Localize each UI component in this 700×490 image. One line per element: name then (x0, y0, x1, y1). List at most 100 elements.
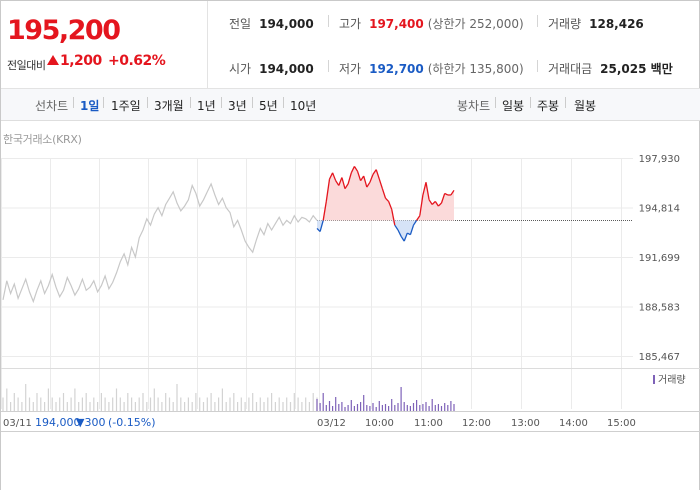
today-line-segment (391, 209, 396, 226)
today-line-segment (419, 194, 424, 216)
today-down-area (317, 220, 454, 242)
divider (147, 97, 148, 108)
stat-low: 저가 192,700 (하한가 135,800) (339, 60, 524, 77)
x-tick-label: 03/12 (317, 418, 346, 429)
today-line-segment (347, 172, 352, 185)
divider (328, 60, 329, 72)
tab-1week[interactable]: 1주일 (111, 99, 141, 113)
prev-date-label: 03/11 (3, 418, 32, 429)
divider (565, 97, 566, 108)
x-tick-label: 11:00 (414, 418, 443, 429)
divider (328, 15, 329, 27)
prev-change-rate: (-0.15%) (108, 416, 156, 429)
today-line-segment (375, 169, 380, 180)
prev-close-value: 194,000 (259, 17, 314, 31)
stat-amount: 거래대금 25,025 백만 (548, 60, 673, 77)
current-price: 195,200 (7, 15, 121, 46)
tab-10year[interactable]: 10년 (290, 99, 317, 113)
up-triangle-icon (47, 55, 59, 65)
volume-value: 128,426 (589, 17, 644, 31)
today-line-segment (325, 179, 331, 202)
divider (73, 97, 74, 108)
tab-3year[interactable]: 3년 (228, 99, 247, 113)
divider (537, 60, 538, 72)
stat-high: 고가 197,400 (상한가 252,000) (339, 15, 524, 32)
x-tick-label: 15:00 (607, 418, 636, 429)
tab-1day[interactable]: 1일 (80, 99, 100, 113)
volume-label: 거래량 (548, 17, 582, 31)
price-summary: 195,200 전일대비 1,200 +0.62% (1, 1, 208, 89)
today-line-segment (378, 178, 384, 189)
today-line-segment (341, 177, 346, 189)
today-line-segment (331, 172, 337, 181)
data-source: 한국거래소(KRX) (3, 133, 82, 146)
x-tick-label: 14:00 (559, 418, 588, 429)
prev-close-price: 194,000 (35, 416, 81, 429)
today-line-segment (356, 170, 362, 181)
tab-5year[interactable]: 5년 (259, 99, 278, 113)
today-line-segment (422, 182, 427, 196)
divider (190, 97, 191, 108)
today-line-segment (409, 224, 415, 235)
divider (537, 15, 538, 27)
today-line-segment (416, 215, 421, 221)
divider (252, 97, 253, 108)
today-line-segment (319, 220, 324, 232)
upper-limit: (상한가 252,000) (427, 17, 524, 31)
today-line-segment (328, 172, 334, 180)
today-line-segment (394, 224, 399, 231)
change-value: 1,200 (47, 53, 102, 69)
today-line-segment (397, 229, 402, 237)
today-line-segment (366, 181, 371, 188)
divider (103, 97, 104, 108)
y-tick-label: 194,814 (639, 204, 680, 215)
today-line-segment (372, 169, 377, 175)
tab-1year[interactable]: 1년 (197, 99, 216, 113)
today-line-segment (335, 180, 340, 186)
today-line-segment (440, 193, 446, 204)
lower-limit: (하한가 135,800) (427, 62, 524, 76)
tab-3month[interactable]: 3개월 (154, 99, 184, 113)
today-line-segment (444, 192, 449, 196)
today-line-segment (344, 183, 349, 190)
high-value: 197,400 (369, 17, 424, 31)
change-amount: 1,200 (60, 53, 102, 69)
today-line-segment (385, 197, 390, 202)
low-label: 저가 (339, 62, 362, 76)
today-line-segment (403, 232, 408, 242)
today-line-segment (363, 175, 368, 188)
today-line-segment (450, 189, 455, 196)
volume-legend-label: 거래량 (658, 374, 686, 386)
tab-daily-candle[interactable]: 일봉 (502, 99, 525, 113)
today-line-segment (353, 166, 359, 172)
stat-open: 시가 194,000 (229, 60, 314, 77)
stat-prev-close: 전일 194,000 (229, 15, 314, 32)
x-tick-label: 10:00 (365, 418, 394, 429)
today-line-segment (434, 201, 439, 207)
open-label: 시가 (229, 62, 252, 76)
tab-monthly-candle[interactable]: 월봉 (574, 99, 597, 113)
amount-label: 거래대금 (548, 62, 593, 76)
y-tick-label: 185,467 (639, 352, 680, 363)
today-line-segment (412, 220, 418, 226)
stat-volume: 거래량 128,426 (548, 15, 644, 32)
high-label: 고가 (339, 17, 362, 31)
tab-weekly-candle[interactable]: 주봉 (537, 99, 560, 113)
today-line-segment (387, 201, 393, 210)
y-tick-label: 197,930 (639, 154, 680, 165)
y-tick-label: 191,699 (639, 253, 680, 264)
today-line-segment (322, 201, 327, 221)
prev-change-value: ▼300 (76, 416, 105, 429)
x-tick-label: 12:00 (462, 418, 491, 429)
today-line-segment (437, 202, 442, 207)
today-up-area (317, 166, 454, 221)
today-line-segment (400, 235, 405, 242)
today-line-segment (338, 177, 343, 186)
divider (495, 97, 496, 108)
today-line-segment (428, 199, 433, 205)
price-stats: 전일 194,000 고가 197,400 (상한가 252,000) 거래량 128,… (208, 1, 700, 89)
amount-value: 25,025 백만 (600, 62, 673, 76)
x-tick-label: 13:00 (511, 418, 540, 429)
